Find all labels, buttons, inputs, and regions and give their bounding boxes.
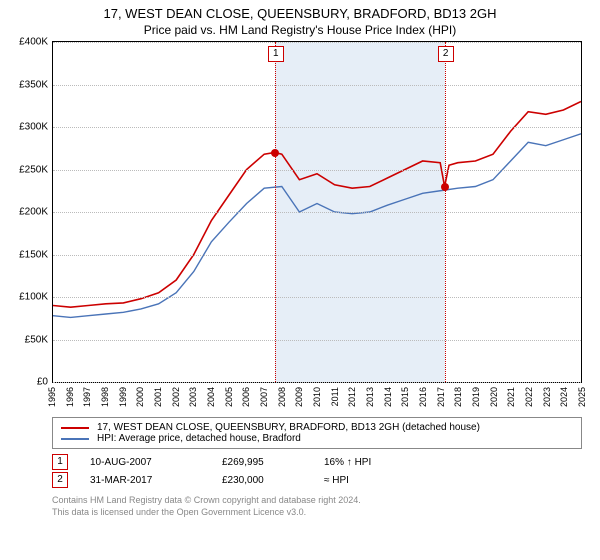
y-tick-label: £200K (19, 207, 53, 218)
x-tick-label: 1999 (118, 387, 128, 407)
series-hpi (53, 134, 581, 318)
y-tick-label: £0 (37, 377, 53, 388)
chart-area: £0£50K£100K£150K£200K£250K£300K£350K£400… (52, 41, 582, 411)
gridline (53, 297, 581, 298)
event-number-box: 1 (52, 454, 68, 470)
chart-subtitle: Price paid vs. HM Land Registry's House … (0, 21, 600, 41)
event-row: 2 31-MAR-2017 £230,000 ≈ HPI (52, 471, 582, 489)
x-tick-label: 2012 (347, 387, 357, 407)
event-price: £230,000 (222, 475, 302, 486)
event-delta: ≈ HPI (324, 475, 414, 486)
x-tick-label: 2015 (400, 387, 410, 407)
x-axis-labels: 1995199619971998199920002001200220032004… (52, 383, 582, 411)
x-tick-label: 2022 (524, 387, 534, 407)
x-tick-label: 2003 (188, 387, 198, 407)
legend-swatch (61, 427, 89, 429)
x-tick-label: 2024 (559, 387, 569, 407)
y-tick-label: £50K (25, 334, 53, 345)
legend-row: HPI: Average price, detached house, Brad… (61, 433, 573, 444)
legend-label: HPI: Average price, detached house, Brad… (97, 433, 301, 444)
event-date: 10-AUG-2007 (90, 457, 200, 468)
gridline (53, 85, 581, 86)
footer-line-1: Contains HM Land Registry data © Crown c… (52, 495, 582, 507)
y-tick-label: £250K (19, 164, 53, 175)
x-tick-label: 2010 (312, 387, 322, 407)
event-dot (271, 149, 279, 157)
x-tick-label: 2025 (577, 387, 587, 407)
x-tick-label: 2011 (330, 387, 340, 406)
x-tick-label: 2002 (171, 387, 181, 407)
gridline (53, 212, 581, 213)
gridline (53, 340, 581, 341)
y-tick-label: £300K (19, 122, 53, 133)
x-tick-label: 2008 (277, 387, 287, 407)
gridline (53, 42, 581, 43)
gridline (53, 255, 581, 256)
event-number-box: 2 (52, 472, 68, 488)
legend-row: 17, WEST DEAN CLOSE, QUEENSBURY, BRADFOR… (61, 422, 573, 433)
x-tick-label: 2009 (294, 387, 304, 407)
legend-label: 17, WEST DEAN CLOSE, QUEENSBURY, BRADFOR… (97, 422, 480, 433)
x-tick-label: 2023 (542, 387, 552, 407)
x-tick-label: 2004 (206, 387, 216, 407)
x-tick-label: 2000 (135, 387, 145, 407)
x-tick-label: 2001 (153, 387, 163, 407)
x-tick-label: 2013 (365, 387, 375, 407)
x-tick-label: 2005 (224, 387, 234, 407)
event-delta: 16% ↑ HPI (324, 457, 414, 468)
footer-attribution: Contains HM Land Registry data © Crown c… (52, 495, 582, 518)
event-marker-box: 1 (268, 46, 284, 62)
plot-region: £0£50K£100K£150K£200K£250K£300K£350K£400… (52, 41, 582, 383)
x-tick-label: 2006 (241, 387, 251, 407)
x-tick-label: 2014 (383, 387, 393, 407)
x-tick-label: 1996 (65, 387, 75, 407)
chart-title: 17, WEST DEAN CLOSE, QUEENSBURY, BRADFOR… (0, 0, 600, 21)
y-tick-label: £400K (19, 37, 53, 48)
y-tick-label: £100K (19, 292, 53, 303)
x-tick-label: 2018 (453, 387, 463, 407)
event-marker-box: 2 (438, 46, 454, 62)
event-date: 31-MAR-2017 (90, 475, 200, 486)
x-tick-label: 1995 (47, 387, 57, 407)
event-vline (275, 42, 276, 382)
footer-line-2: This data is licensed under the Open Gov… (52, 507, 582, 519)
y-tick-label: £350K (19, 79, 53, 90)
x-tick-label: 2017 (436, 387, 446, 407)
event-vline (445, 42, 446, 382)
event-row: 1 10-AUG-2007 £269,995 16% ↑ HPI (52, 453, 582, 471)
x-tick-label: 2007 (259, 387, 269, 407)
legend-box: 17, WEST DEAN CLOSE, QUEENSBURY, BRADFOR… (52, 417, 582, 449)
event-dot (441, 183, 449, 191)
legend-swatch (61, 438, 89, 440)
x-tick-label: 1998 (100, 387, 110, 407)
event-table: 1 10-AUG-2007 £269,995 16% ↑ HPI 2 31-MAR-201… (52, 453, 582, 489)
gridline (53, 127, 581, 128)
x-tick-label: 1997 (82, 387, 92, 407)
event-price: £269,995 (222, 457, 302, 468)
series-price (53, 102, 581, 308)
gridline (53, 170, 581, 171)
x-tick-label: 2021 (506, 387, 516, 407)
x-tick-label: 2019 (471, 387, 481, 407)
x-tick-label: 2020 (489, 387, 499, 407)
y-tick-label: £150K (19, 249, 53, 260)
x-tick-label: 2016 (418, 387, 428, 407)
